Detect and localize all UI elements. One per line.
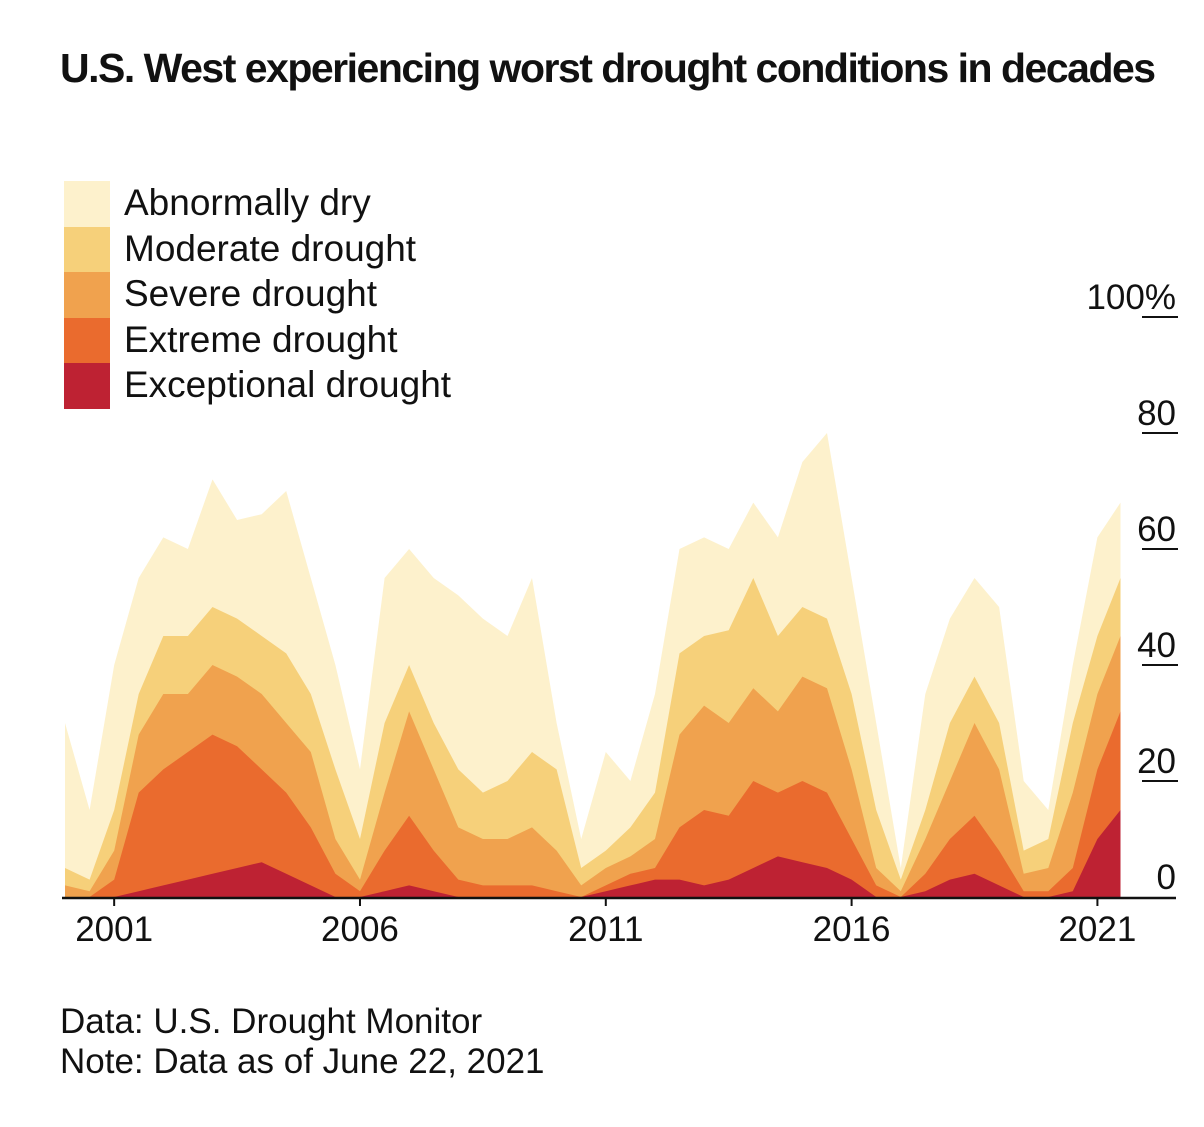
y-tick-label: 60 — [1137, 510, 1176, 549]
legend-swatch-moderate-drought — [64, 226, 110, 273]
date-note: Note: Data as of June 22, 2021 — [60, 1042, 545, 1081]
legend-swatch-exceptional-drought — [64, 363, 110, 409]
chart-title: U.S. West experiencing worst drought con… — [60, 45, 1156, 91]
legend-swatch-abnormally-dry — [64, 181, 110, 227]
x-tick-label: 2021 — [1058, 910, 1136, 949]
legend-label-extreme-drought: Extreme drought — [124, 318, 398, 360]
x-tick-label: 2011 — [568, 910, 643, 949]
y-tick-label: 20 — [1137, 742, 1176, 781]
area-severe-drought — [65, 636, 1121, 897]
area-extreme-drought — [65, 711, 1121, 897]
legend-label-abnormally-dry: Abnormally dry — [124, 182, 371, 223]
x-tick-label: 2006 — [321, 910, 399, 949]
x-tick-label: 2016 — [813, 910, 891, 949]
x-axis: 2001 2006 2011 2016 2021 — [62, 896, 1176, 949]
area-exceptional-drought — [65, 810, 1121, 897]
y-tick-label: 0 — [1157, 858, 1176, 897]
footnotes: Data: U.S. Drought Monitor Note: Data as… — [60, 1002, 545, 1082]
y-tick-label: 80 — [1137, 394, 1176, 433]
y-tick-label: 40 — [1137, 626, 1176, 665]
area-series-group — [65, 433, 1121, 897]
legend-label-severe-drought: Severe drought — [124, 273, 378, 314]
legend-swatch-severe-drought — [64, 272, 110, 318]
legend-label-exceptional-drought: Exceptional drought — [124, 364, 452, 405]
y-tick-label: 100% — [1086, 278, 1176, 317]
source-note: Data: U.S. Drought Monitor — [60, 1002, 483, 1041]
legend-label-moderate-drought: Moderate drought — [124, 227, 417, 269]
x-tick-label: 2001 — [75, 910, 153, 949]
legend-swatch-extreme-drought — [64, 317, 110, 364]
y-axis: 0 20 40 60 80 100% — [1086, 278, 1178, 897]
